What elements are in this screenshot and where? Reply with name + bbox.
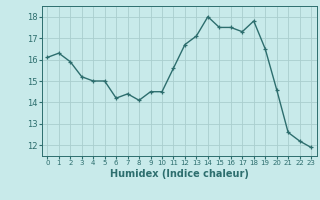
X-axis label: Humidex (Indice chaleur): Humidex (Indice chaleur) <box>110 169 249 179</box>
